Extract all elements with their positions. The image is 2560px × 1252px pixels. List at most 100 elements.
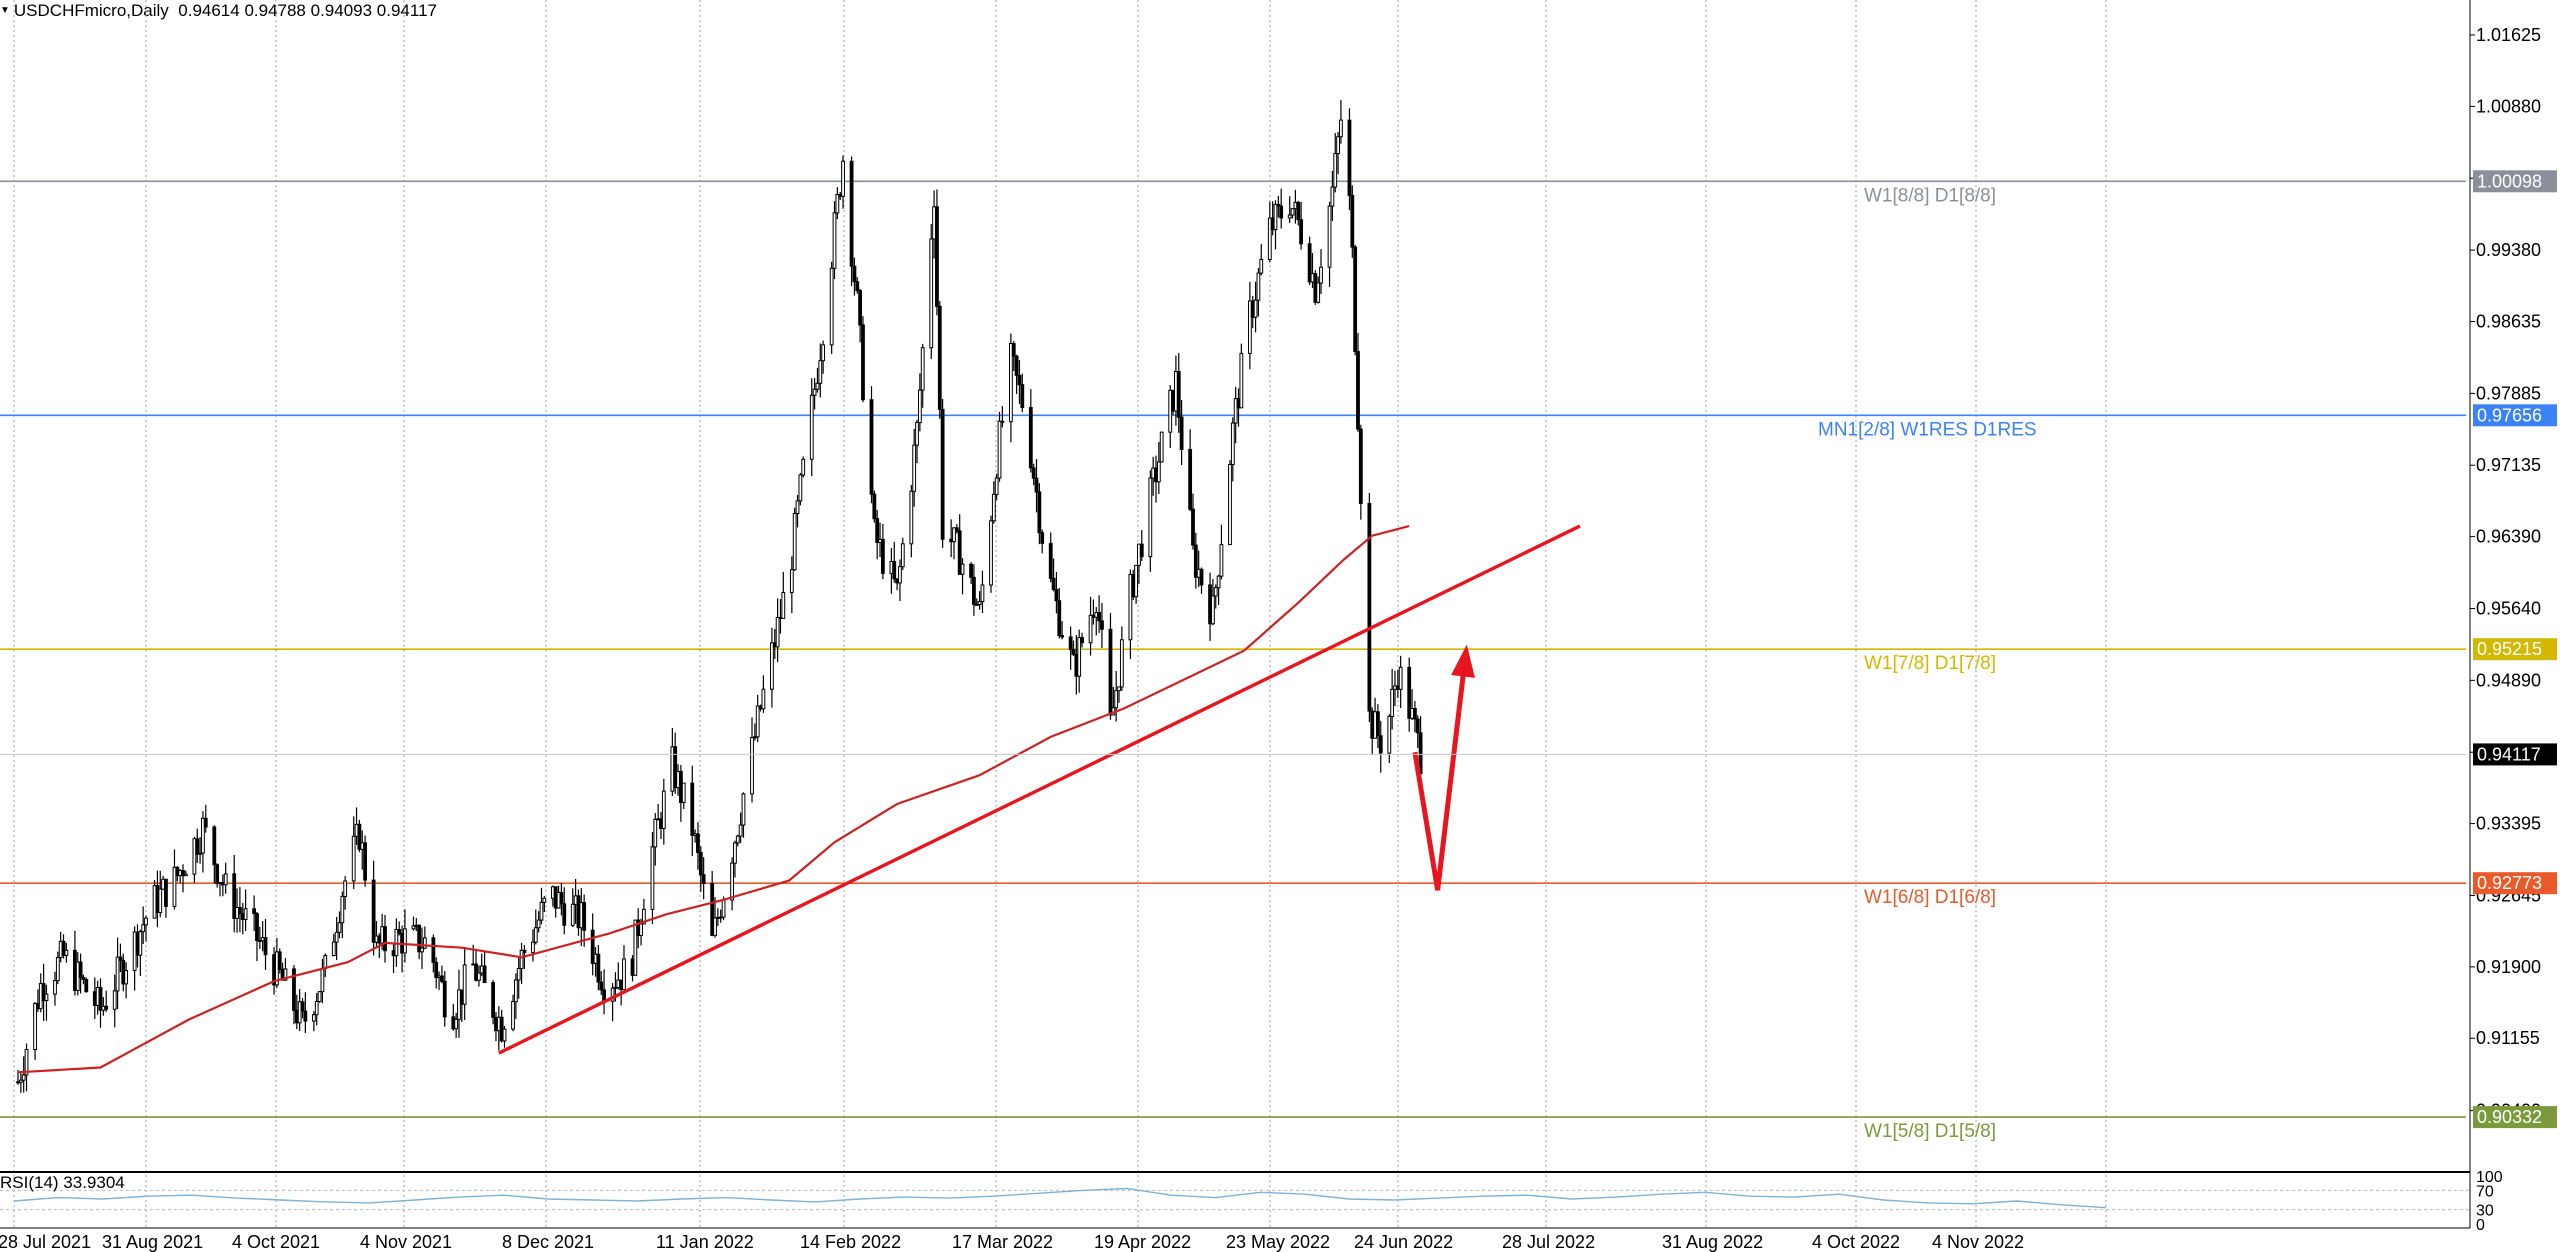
ohlc-values: 0.94614 0.94788 0.94093 0.94117 — [178, 1, 437, 20]
bull-candle — [1228, 463, 1232, 546]
price-flag-label: 0.90332 — [2477, 1107, 2542, 1127]
bull-candle — [172, 866, 177, 907]
price-tick-label: 0.91900 — [2476, 957, 2541, 977]
bear-candle — [710, 883, 715, 936]
bear-candle — [1356, 350, 1360, 430]
bull-candle — [1267, 217, 1272, 260]
bear-candle — [383, 926, 387, 952]
bear-candle — [357, 823, 362, 850]
date-tick-label: 4 Nov 2022 — [1932, 1232, 2024, 1252]
bear-candle — [78, 961, 83, 978]
bear-candle — [1176, 370, 1181, 418]
bear-candle — [1350, 194, 1355, 248]
bear-candle — [1057, 600, 1062, 637]
bear-candle — [1060, 635, 1065, 638]
bull-candle — [1119, 639, 1124, 688]
bear-candle — [440, 975, 444, 982]
bear-candle — [1139, 543, 1144, 558]
bear-candle — [255, 913, 259, 942]
bear-candle — [303, 1010, 308, 1022]
bull-candle — [18, 1079, 23, 1083]
bull-candle — [915, 422, 919, 446]
bull-candle — [909, 490, 914, 545]
bull-candle — [1316, 282, 1321, 303]
bull-candle — [138, 931, 143, 956]
bull-candle — [183, 873, 188, 877]
bull-candle — [755, 705, 760, 738]
rsi-line — [13, 1187, 2107, 1209]
price-tick-label: 1.01625 — [2476, 25, 2541, 45]
date-tick-label: 28 Jul 2022 — [1502, 1232, 1595, 1252]
bear-candle — [1179, 416, 1184, 450]
bull-candle — [917, 389, 922, 424]
bear-candle — [1108, 628, 1113, 716]
bear-candle — [1011, 343, 1016, 357]
bear-candle — [559, 891, 564, 905]
bull-candle — [1156, 461, 1161, 483]
bear-candle — [431, 937, 436, 963]
level-label: W1[7/8] D1[7/8] — [1864, 653, 1996, 674]
bull-candle — [1398, 666, 1403, 690]
bear-candle — [875, 518, 880, 543]
bull-candle — [829, 267, 834, 346]
bull-candle — [320, 968, 325, 993]
bull-candle — [33, 1003, 37, 1050]
bear-candle — [855, 281, 860, 292]
bear-candle — [861, 324, 865, 401]
bull-candle — [1330, 186, 1335, 207]
price-tick-label: 0.97885 — [2476, 383, 2541, 403]
rsi-tick-label: 30 — [2476, 1203, 2494, 1220]
bull-candle — [809, 394, 814, 460]
bull-candle — [201, 817, 205, 854]
bull-candle — [44, 993, 49, 1002]
date-tick-label: 4 Oct 2021 — [232, 1232, 320, 1252]
bear-candle — [1367, 502, 1372, 712]
bull-candle — [192, 838, 197, 875]
date-tick-label: 4 Nov 2021 — [360, 1232, 452, 1252]
date-tick-label: 31 Aug 2022 — [1662, 1232, 1763, 1252]
bear-candle — [1376, 711, 1380, 737]
bull-candle — [411, 925, 416, 930]
symbol-label: USDCHFmicro,Daily — [13, 1, 169, 20]
bear-candle — [118, 956, 123, 961]
bull-candle — [1230, 422, 1235, 465]
bull-candle — [1114, 690, 1119, 709]
bear-candle — [1307, 243, 1312, 283]
bear-candle — [1054, 589, 1059, 602]
bear-candle — [1020, 384, 1025, 409]
bear-candle — [1412, 708, 1417, 720]
bull-candle — [661, 790, 666, 829]
bull-candle — [403, 928, 407, 954]
bull-candle — [1159, 431, 1164, 463]
dropdown-triangle-icon[interactable]: ▼ — [0, 5, 10, 16]
arrow-head — [1451, 644, 1475, 678]
price-flag-label: 0.92773 — [2477, 873, 2542, 893]
bull-candle — [323, 955, 328, 970]
bull-candle — [835, 193, 840, 214]
bear-candle — [104, 1005, 109, 1010]
price-flag-label: 1.00098 — [2477, 171, 2542, 191]
bull-candle — [24, 1048, 29, 1076]
bull-candle — [331, 941, 336, 957]
bull-candle — [650, 846, 655, 910]
bear-candle — [1017, 374, 1022, 386]
date-tick-label: 23 May 2022 — [1226, 1232, 1330, 1252]
price-tick-label: 0.96390 — [2476, 527, 2541, 547]
bear-candle — [1100, 620, 1104, 630]
bull-candle — [1287, 214, 1292, 219]
bull-candle — [1117, 686, 1121, 692]
bear-candle — [491, 982, 496, 1018]
bull-candle — [141, 924, 146, 933]
bull-candle — [513, 979, 518, 1003]
bull-candle — [542, 897, 547, 903]
bull-candle — [223, 873, 228, 886]
bear-candle — [522, 949, 527, 953]
bull-candle — [733, 842, 737, 864]
bull-candle — [1239, 352, 1244, 409]
bull-candle — [610, 987, 615, 1002]
bull-candle — [920, 347, 925, 391]
bull-candle — [158, 888, 163, 913]
price-flag — [2473, 404, 2557, 427]
bear-candle — [696, 833, 700, 854]
